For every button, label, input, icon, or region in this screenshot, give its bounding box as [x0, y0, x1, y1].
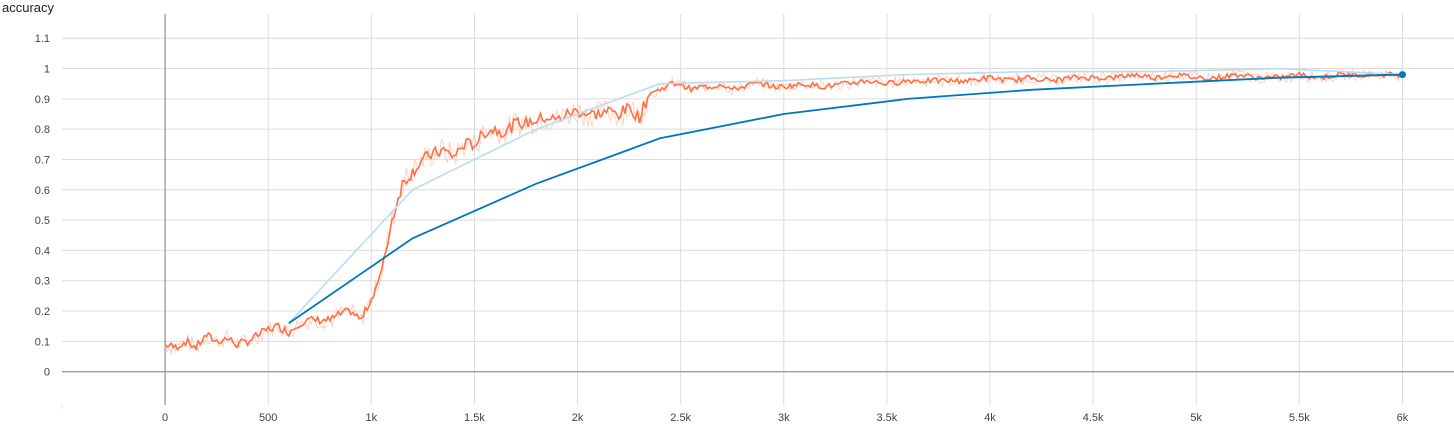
series-1-line [164, 70, 1403, 352]
x-tick-label: 0 [162, 412, 168, 424]
x-tick-label: 5.5k [1289, 412, 1310, 424]
y-tick-label: 0.8 [35, 124, 50, 136]
x-tick-label: 3k [778, 412, 790, 424]
y-tick-label: 0.9 [35, 94, 50, 106]
y-tick-label: 0.5 [35, 215, 50, 227]
series-layer [164, 67, 1406, 356]
x-tick-label: 4k [984, 412, 996, 424]
x-tick-label: 6k [1397, 412, 1409, 424]
series-2-raw-line [288, 67, 1403, 324]
series-2-endpoint [1398, 71, 1406, 79]
y-tick-label: 1.1 [35, 33, 50, 45]
chart-title: accuracy [2, 0, 55, 15]
y-tick-label: 0.7 [35, 154, 50, 166]
y-tick-label: 0.6 [35, 185, 50, 197]
y-tick-label: 0.1 [35, 336, 50, 348]
y-tick-label: 0.3 [35, 276, 50, 288]
y-tick-label: 0.4 [35, 245, 50, 257]
x-tick-label: 3.5k [876, 412, 897, 424]
y-tick-label: 1 [44, 64, 50, 76]
x-tick-label: 1.5k [464, 412, 485, 424]
x-tick-label: 2k [572, 412, 584, 424]
x-tick-label: 1k [366, 412, 378, 424]
tick-label-layer: 0 500 1k 1.5k 2k 2.5k 3k 3.5k 4k 4.5k 5k 5.5k 6k 0 0.1… [35, 33, 1409, 424]
x-tick-label: 2.5k [670, 412, 691, 424]
y-tick-label: 0 [44, 367, 50, 379]
y-tick-label: 0.2 [35, 306, 50, 318]
axis-layer [62, 14, 1454, 405]
grid-layer [61, 14, 1454, 409]
x-tick-label: 4.5k [1083, 412, 1104, 424]
series-2-line [288, 73, 1403, 324]
x-tick-label: 5k [1190, 412, 1202, 424]
x-tick-label: 500 [259, 412, 277, 424]
